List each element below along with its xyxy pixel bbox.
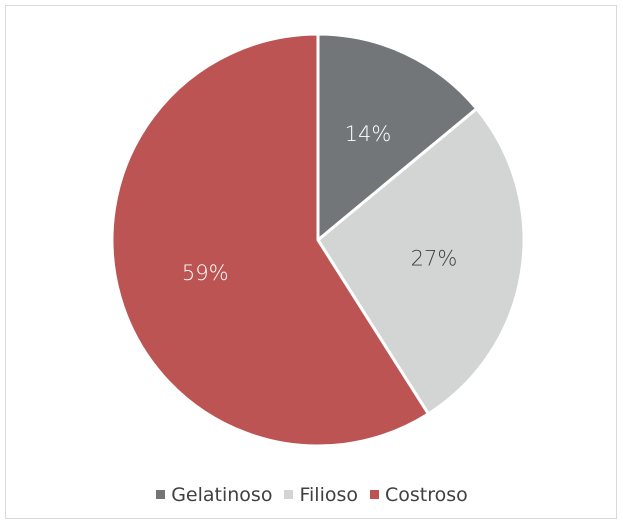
legend-swatch [284,490,294,499]
chart-area: 14% 27% 59% Gelatinoso Filioso Costroso [5,5,617,519]
legend-label: Costroso [385,483,468,506]
legend-item-costroso: Costroso [370,484,468,506]
legend-label: Gelatinoso [171,483,273,506]
data-label-costroso: 59% [182,261,229,285]
pie-slice-filioso [316,107,526,416]
pie-chart: 14% 27% 59% [110,32,526,448]
legend-swatch [370,490,379,499]
legend-label: Filioso [299,483,358,506]
legend-swatch [156,490,166,499]
legend-item-filioso: Filioso [284,484,358,506]
legend-item-gelatinoso: Gelatinoso [156,484,272,506]
pie-slice-gelatinoso [316,32,479,242]
legend: Gelatinoso Filioso Costroso [6,482,618,506]
pie-slice-costroso [110,32,430,448]
data-label-filioso: 27% [411,246,458,270]
data-label-gelatinoso: 14% [345,122,392,146]
